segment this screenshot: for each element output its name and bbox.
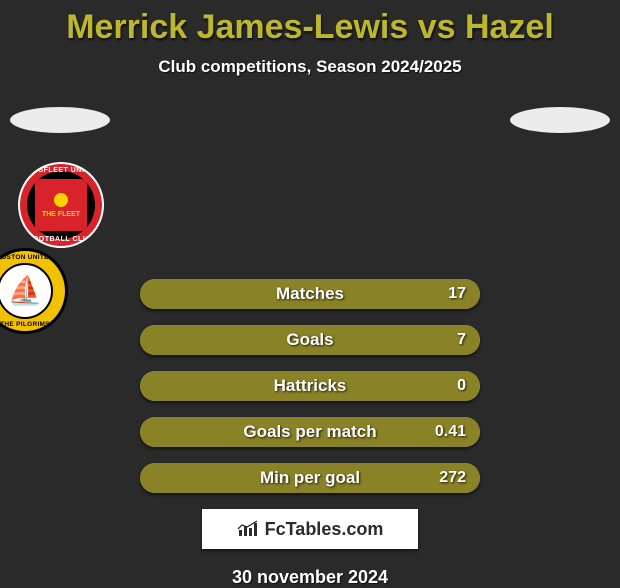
brand-box: FcTables.com [202,509,418,549]
stat-bars: Matches17 Goals7 Hattricks0 Goals per match… [140,279,480,493]
stat-label: Hattricks [140,371,480,401]
ship-icon: ⛵ [8,277,43,305]
crest-inner: THE FLEET [35,179,87,231]
stage: EBBSFLEET UNITED FOOTBALL CLUB THE FLEET… [0,107,620,588]
club-crest-right: BOSTON UNITED THE PILGRIMS ⛵ [0,248,68,334]
shadow-right [510,107,610,133]
stat-label: Min per goal [140,463,480,493]
club-crest-left: EBBSFLEET UNITED FOOTBALL CLUB THE FLEET [18,162,104,248]
page-title: Merrick James-Lewis vs Hazel [0,0,620,47]
date-text: 30 november 2024 [0,567,620,588]
stat-value: 7 [457,325,466,355]
stat-value: 0 [457,371,466,401]
ball-icon [54,193,68,207]
stat-bar: Min per goal272 [140,463,480,493]
stat-value: 0.41 [435,417,466,447]
shadow-left [10,107,110,133]
stat-value: 17 [448,279,466,309]
brand-text: FcTables.com [265,519,384,540]
stat-label: Matches [140,279,480,309]
stat-label: Goals per match [140,417,480,447]
chart-icon [237,520,259,538]
stat-bar: Goals7 [140,325,480,355]
stat-label: Goals [140,325,480,355]
stat-bar: Goals per match0.41 [140,417,480,447]
comparison-card: Merrick James-Lewis vs Hazel Club compet… [0,0,620,580]
stat-bar: Matches17 [140,279,480,309]
stat-value: 272 [439,463,466,493]
subtitle: Club competitions, Season 2024/2025 [0,57,620,77]
crest-inner-text: THE FLEET [42,211,80,218]
stat-bar: Hattricks0 [140,371,480,401]
